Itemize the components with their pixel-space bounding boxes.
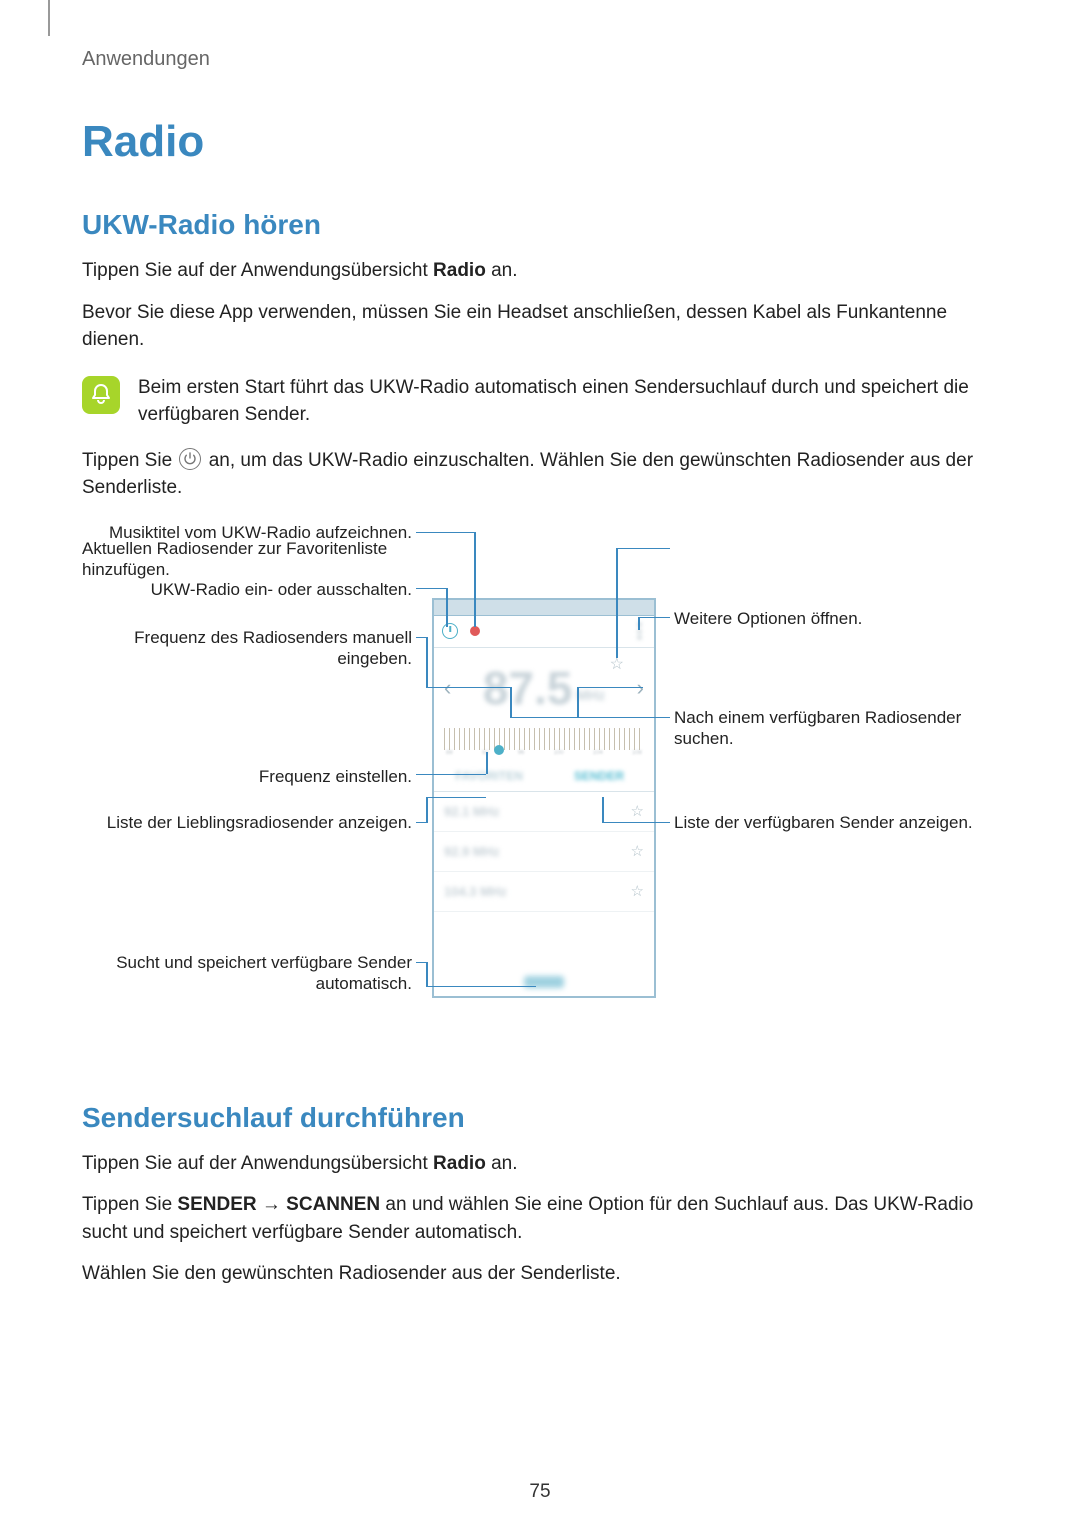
station-row: 104.3 MHz☆ [434,872,654,912]
leader [577,717,670,719]
tabs: FAVORITEN SENDER [434,762,654,792]
leader [416,822,426,824]
leader [426,797,428,823]
callout-label: Frequenz einstellen. [82,766,412,787]
record-icon [470,626,480,636]
paragraph: Wählen Sie den gewünschten Radiosender a… [82,1260,998,1288]
station-row: 92.9 MHz☆ [434,832,654,872]
leader [416,962,426,964]
text-bold: Radio [433,260,486,281]
page-title: Radio [82,117,998,167]
callout-label: Aktuellen Radiosender zur Favoritenliste… [82,538,402,581]
tab-favorites: FAVORITEN [434,769,544,783]
frequency-ruler: 889296100104108 [434,728,654,762]
paragraph: Tippen Sie auf der Anwendungsübersicht R… [82,1150,998,1178]
leader [426,637,428,687]
callout-label: Nach einem verfügbaren Radiosender suche… [674,707,994,750]
section-heading-2: Sendersuchlauf durchführen [82,1102,998,1134]
text-bold: Radio [433,1153,486,1174]
text: Tippen Sie auf der Anwendungsübersicht [82,260,433,281]
radio-ui-diagram: Musiktitel vom UKW-Radio aufzeichnen. UK… [82,522,998,1062]
leader [616,548,670,550]
toolbar [434,616,654,648]
text: an, um das UKW-Radio einzuschalten. Wähl… [82,450,973,499]
leader [510,687,512,717]
leader [577,687,579,717]
statusbar [434,600,654,616]
leader [416,637,426,639]
section-heading-1: UKW-Radio hören [82,209,998,241]
page-content: Anwendungen Radio UKW-Radio hören Tippen… [0,0,1080,1288]
paragraph: Bevor Sie diese App verwenden, müssen Si… [82,299,998,354]
callout-label: Frequenz des Radiosenders manuell eingeb… [82,627,412,670]
paragraph: Tippen Sie SENDER → SCANNEN an und wähle… [82,1191,998,1246]
leader [486,752,488,774]
text: an. [486,260,518,281]
breadcrumb: Anwendungen [82,48,998,71]
text: an. [486,1153,518,1174]
power-icon [442,623,458,639]
page-crop-mark [48,0,50,36]
callout-label: Weitere Optionen öffnen. [674,608,994,629]
leader [474,532,476,627]
text-bold: SCANNEN [286,1194,380,1215]
callout-label: Liste der Lieblingsradiosender anzeigen. [82,812,412,833]
leader [638,617,670,619]
page-number: 75 [0,1481,1080,1503]
power-icon [179,448,201,470]
note-text: Beim ersten Start führt das UKW-Radio au… [138,374,998,429]
callout-label: Sucht und speichert verfügbare Sender au… [82,952,412,995]
leader [602,822,670,824]
note-block: Beim ersten Start führt das UKW-Radio au… [82,374,998,429]
text: Tippen Sie auf der Anwendungsübersicht [82,1153,433,1174]
text: → [257,1194,287,1215]
leader [426,797,486,799]
leader [577,687,643,689]
text: Tippen Sie [82,450,177,471]
text-bold: SENDER [177,1194,256,1215]
bell-icon [82,376,120,414]
paragraph: Tippen Sie auf der Anwendungsübersicht R… [82,257,998,285]
leader [446,588,448,627]
leader [638,617,640,630]
leader [426,986,536,988]
callout-label: UKW-Radio ein- oder ausschalten. [82,579,412,600]
star-icon: ☆ [631,802,644,820]
paragraph: Tippen Sie an, um das UKW-Radio einzusch… [82,447,998,502]
star-icon: ☆ [631,882,644,900]
leader [416,532,474,534]
text: Tippen Sie [82,1194,177,1215]
leader [426,962,428,986]
callout-label: Liste der verfügbaren Sender anzeigen. [674,812,994,833]
star-icon: ☆ [631,842,644,860]
leader [510,717,578,719]
tab-sender: SENDER [544,769,654,783]
leader [616,548,618,658]
phone-footer [434,968,654,996]
leader [444,687,510,689]
leader [416,588,446,590]
leader [602,797,604,823]
leader [416,774,486,776]
